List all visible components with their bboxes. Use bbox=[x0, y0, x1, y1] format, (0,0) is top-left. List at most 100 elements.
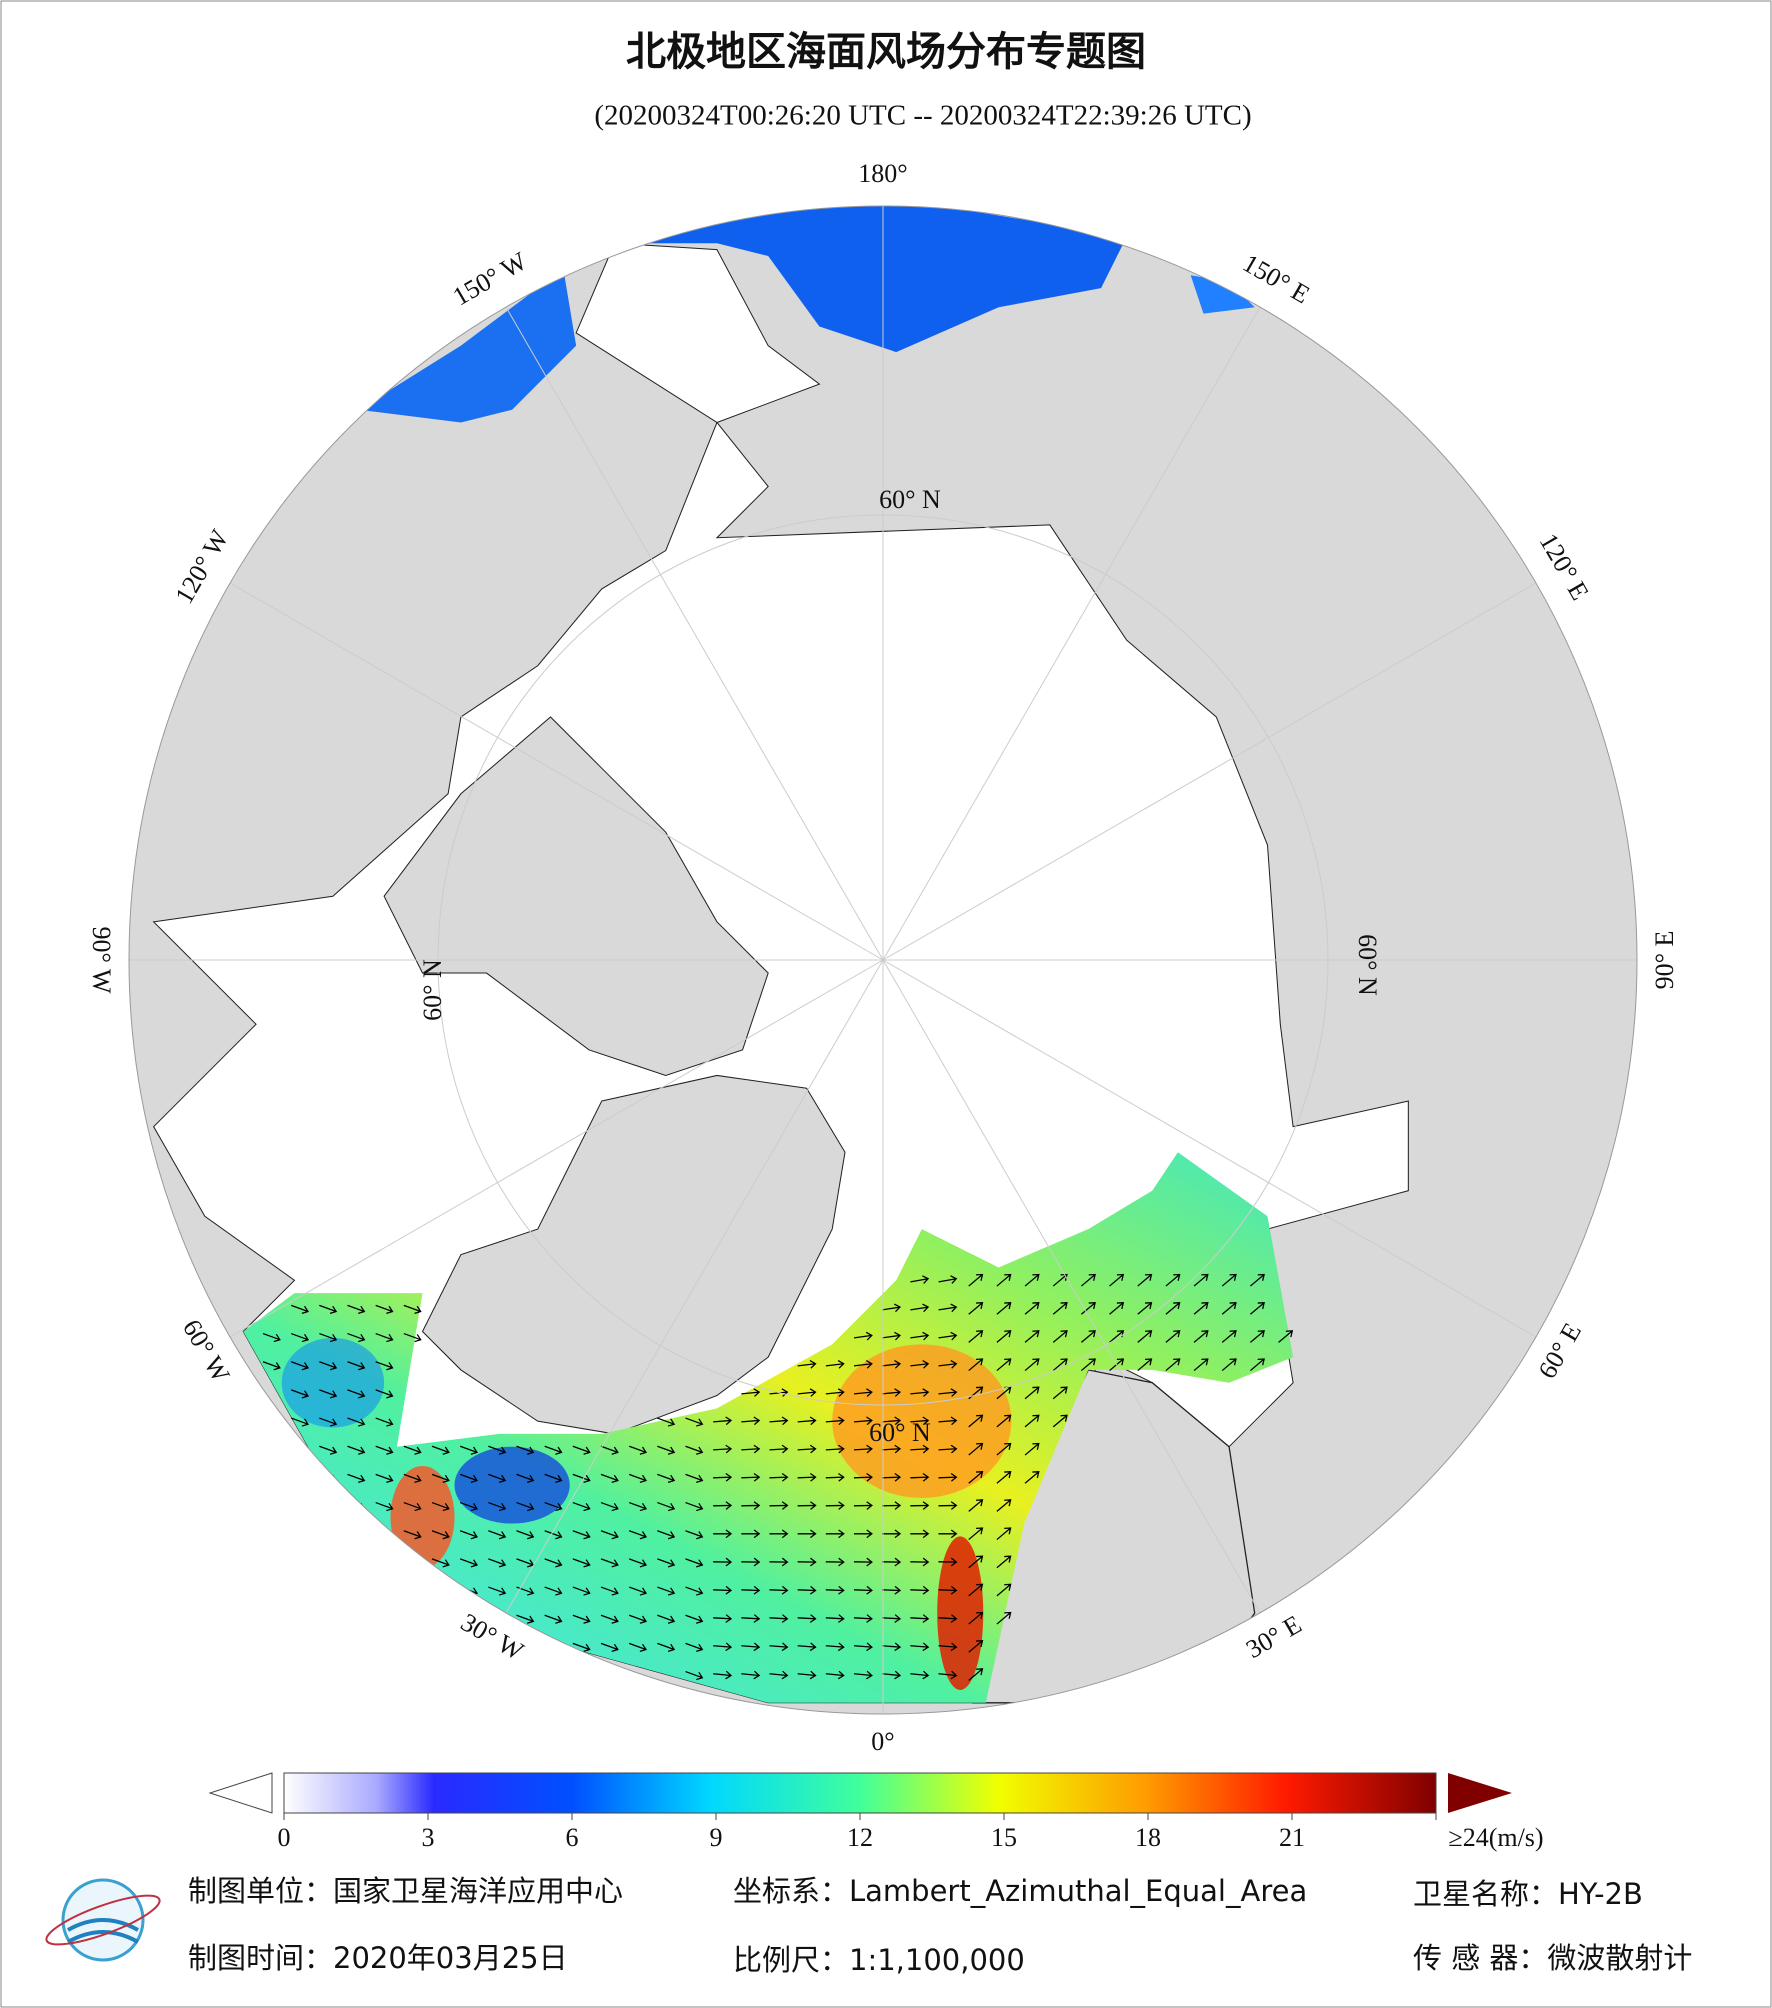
wind-arrow bbox=[741, 1642, 761, 1652]
wind-arrow bbox=[741, 1529, 761, 1539]
wind-arrow bbox=[1080, 1358, 1096, 1372]
wind-arrow bbox=[516, 1530, 535, 1540]
wind-arrow bbox=[797, 1388, 817, 1397]
wind-arrow bbox=[996, 1499, 1012, 1512]
wind-arrow bbox=[431, 1530, 450, 1540]
wind-arrow bbox=[459, 1501, 479, 1512]
wind-arrow bbox=[797, 1416, 817, 1426]
wind-arrow bbox=[375, 1361, 394, 1371]
wind-arrow bbox=[657, 1417, 676, 1427]
wind-arrow bbox=[600, 1642, 619, 1653]
wind-arrow bbox=[996, 1583, 1012, 1597]
colorbar bbox=[283, 1772, 1437, 1814]
wind-arrow bbox=[628, 1501, 648, 1512]
wind-arrow bbox=[375, 1304, 394, 1315]
wind-arrow bbox=[853, 1670, 873, 1680]
footer-satellite: 卫星名称：HY-2B bbox=[1413, 1877, 1643, 1911]
wind-arrow bbox=[996, 1273, 1012, 1287]
wind-arrow bbox=[882, 1585, 902, 1595]
wind-arrow bbox=[769, 1529, 789, 1539]
wind-arrow bbox=[910, 1472, 930, 1482]
wind-arrow bbox=[1052, 1273, 1068, 1287]
wind-arrow bbox=[853, 1388, 873, 1397]
wind-arrow bbox=[544, 1530, 563, 1540]
wind-arrow bbox=[516, 1473, 535, 1484]
wind-arrow bbox=[1249, 1358, 1265, 1372]
wind-high bbox=[937, 1536, 984, 1690]
wind-arrow bbox=[1080, 1330, 1096, 1343]
wind-arrow bbox=[910, 1642, 930, 1652]
wind-arrow bbox=[968, 1611, 984, 1625]
parallel-label: 60° N bbox=[418, 959, 447, 1021]
wind-arrow bbox=[431, 1558, 450, 1568]
wind-arrow bbox=[938, 1444, 958, 1454]
parallel-label: 60° N bbox=[879, 485, 941, 514]
wind-arrow bbox=[628, 1642, 648, 1653]
wind-arrow bbox=[1249, 1330, 1265, 1343]
wind-arrow bbox=[713, 1614, 733, 1623]
wind-arrow bbox=[825, 1529, 845, 1539]
wind-arrow bbox=[1052, 1302, 1068, 1315]
wind-arrow bbox=[968, 1471, 984, 1484]
wind-arrow bbox=[825, 1472, 845, 1482]
wind-arrow bbox=[938, 1331, 958, 1341]
wind-arrow bbox=[572, 1558, 591, 1568]
wind-arrow bbox=[1109, 1302, 1125, 1315]
wind-arrow bbox=[403, 1473, 422, 1484]
wind-arrow bbox=[825, 1444, 845, 1454]
wind-arrow bbox=[882, 1529, 902, 1539]
wind-arrow bbox=[1052, 1386, 1068, 1400]
meridian bbox=[882, 959, 1261, 1614]
wind-arrow bbox=[741, 1585, 761, 1595]
title: 北极地区海面风场分布专题图 bbox=[626, 29, 1146, 75]
wind-arrow bbox=[853, 1529, 873, 1539]
wind-arrow bbox=[910, 1529, 930, 1539]
wind-pacific bbox=[627, 206, 1127, 353]
wind-arrow bbox=[996, 1527, 1012, 1541]
wind-arrow bbox=[600, 1558, 619, 1568]
meridian-label: 90° E bbox=[1650, 931, 1679, 990]
wind-arrow bbox=[910, 1670, 930, 1680]
wind-arrow bbox=[1249, 1273, 1265, 1287]
colorbar-tick-label: 3 bbox=[422, 1823, 435, 1852]
wind-arrow bbox=[1080, 1273, 1096, 1287]
wind-arrow bbox=[713, 1472, 733, 1482]
wind-arrow bbox=[853, 1614, 873, 1623]
wind-arrow bbox=[628, 1445, 648, 1455]
wind-arrow bbox=[853, 1585, 873, 1595]
parallel-label: 60° N bbox=[869, 1418, 931, 1447]
wind-arrow bbox=[713, 1557, 733, 1567]
wind-arrow bbox=[572, 1445, 591, 1455]
wind-arrow bbox=[403, 1304, 422, 1315]
wind-arrow bbox=[375, 1417, 394, 1427]
wind-arrow bbox=[488, 1586, 507, 1596]
wind-arrow bbox=[375, 1473, 394, 1484]
wind-arrow bbox=[1221, 1273, 1237, 1287]
wind-arrow bbox=[516, 1586, 535, 1596]
wind-arrow bbox=[1221, 1330, 1237, 1343]
wind-arrow bbox=[544, 1558, 563, 1568]
wind-arrow bbox=[685, 1586, 704, 1596]
wind-arrow bbox=[853, 1642, 873, 1652]
wind-arrow bbox=[347, 1445, 366, 1455]
wind-arrow bbox=[488, 1473, 507, 1484]
wind-arrow bbox=[882, 1642, 902, 1652]
wind-arrow bbox=[882, 1472, 902, 1482]
wind-arrow bbox=[853, 1472, 873, 1482]
wind-low bbox=[281, 1337, 385, 1428]
meridian-label: 0° bbox=[871, 1727, 894, 1756]
subtitle: (20200324T00:26:20 UTC -- 20200324T22:39… bbox=[594, 100, 1251, 132]
wind-arrow bbox=[882, 1416, 902, 1426]
wind-arrow bbox=[488, 1558, 507, 1568]
wind-arrow bbox=[1249, 1302, 1265, 1315]
wind-arrow bbox=[685, 1614, 704, 1624]
wind-arrow bbox=[459, 1530, 479, 1540]
canada-islands bbox=[383, 716, 769, 1076]
wind-arrow bbox=[375, 1445, 394, 1455]
wind-arrow bbox=[853, 1416, 873, 1426]
wind-arrow bbox=[910, 1416, 930, 1426]
wind-arrow bbox=[600, 1614, 619, 1624]
wind-arrow bbox=[996, 1358, 1012, 1372]
